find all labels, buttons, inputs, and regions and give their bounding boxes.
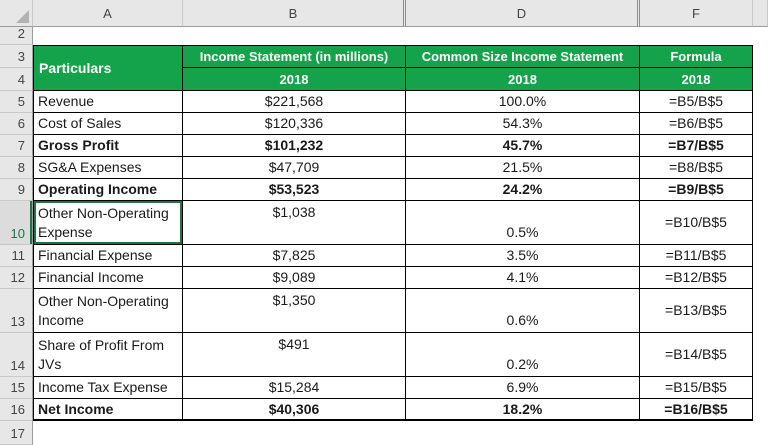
row-header-16[interactable]: 16 [0, 399, 33, 421]
cell-B13[interactable]: $1,350 [183, 289, 406, 333]
cell-D10[interactable]: 0.5% [406, 201, 640, 245]
column-header-next[interactable] [753, 0, 768, 27]
cell-particulars-header[interactable]: Particulars [33, 45, 183, 91]
cell-B5[interactable]: $221,568 [183, 91, 406, 113]
row-header-9[interactable]: 9 [0, 179, 33, 201]
cell-common-size-year[interactable]: 2018 [406, 68, 640, 91]
cell-B12[interactable]: $9,089 [183, 267, 406, 289]
cell-F12[interactable]: =B12/B$5 [640, 267, 753, 289]
cell-D14[interactable]: 0.2% [406, 333, 640, 377]
cell-income-statement-year[interactable]: 2018 [183, 68, 406, 91]
row-header-17[interactable]: 17 [0, 421, 33, 445]
cell-A13[interactable]: Other Non-Operating Income [33, 289, 183, 333]
row-header-6[interactable]: 6 [0, 113, 33, 135]
row-header-10[interactable]: 10 [0, 201, 33, 245]
cell-F8[interactable]: =B8/B$5 [640, 157, 753, 179]
row-header-8[interactable]: 8 [0, 157, 33, 179]
cell-D13[interactable]: 0.6% [406, 289, 640, 333]
cell-D12[interactable]: 4.1% [406, 267, 640, 289]
select-all-button[interactable] [0, 0, 33, 27]
cell-B7[interactable]: $101,232 [183, 135, 406, 157]
column-header-f[interactable]: F [640, 0, 753, 27]
cell-A5[interactable]: Revenue [33, 91, 183, 113]
cell-A6[interactable]: Cost of Sales [33, 113, 183, 135]
cell-D9[interactable]: 24.2% [406, 179, 640, 201]
cell-F14[interactable]: =B14/B$5 [640, 333, 753, 377]
cell-A11[interactable]: Financial Expense [33, 245, 183, 267]
cell-B9[interactable]: $53,523 [183, 179, 406, 201]
cell-B11[interactable]: $7,825 [183, 245, 406, 267]
cell-formula-year[interactable]: 2018 [640, 68, 753, 91]
cell-A14[interactable]: Share of Profit From JVs [33, 333, 183, 377]
cell-B15[interactable]: $15,284 [183, 377, 406, 399]
cell-F5[interactable]: =B5/B$5 [640, 91, 753, 113]
cell-F7[interactable]: =B7/B$5 [640, 135, 753, 157]
row-header-2[interactable]: 2 [0, 26, 33, 45]
column-header-b[interactable]: B [183, 0, 406, 27]
row-header-3[interactable]: 3 [0, 45, 33, 68]
cell-income-statement-title[interactable]: Income Statement (in millions) [183, 45, 406, 68]
cell-F6[interactable]: =B6/B$5 [640, 113, 753, 135]
cell-A16[interactable]: Net Income [33, 399, 183, 421]
cell-A7[interactable]: Gross Profit [33, 135, 183, 157]
row-header-11[interactable]: 11 [0, 245, 33, 267]
cell-A9[interactable]: Operating Income [33, 179, 183, 201]
cell-D6[interactable]: 54.3% [406, 113, 640, 135]
cell-B16[interactable]: $40,306 [183, 399, 406, 421]
row-header-5[interactable]: 5 [0, 91, 33, 113]
cell-A10[interactable]: Other Non-Operating Expense [33, 201, 183, 245]
column-header-d[interactable]: D [406, 0, 640, 27]
cell-B10[interactable]: $1,038 [183, 201, 406, 245]
cell-D8[interactable]: 21.5% [406, 157, 640, 179]
cell-A12[interactable]: Financial Income [33, 267, 183, 289]
cell-A8[interactable]: SG&A Expenses [33, 157, 183, 179]
cell-A15[interactable]: Income Tax Expense [33, 377, 183, 399]
cell-F13[interactable]: =B13/B$5 [640, 289, 753, 333]
row-header-4[interactable]: 4 [0, 68, 33, 91]
row-header-12[interactable]: 12 [0, 267, 33, 289]
cell-D15[interactable]: 6.9% [406, 377, 640, 399]
cell-F10[interactable]: =B10/B$5 [640, 201, 753, 245]
row-header-7[interactable]: 7 [0, 135, 33, 157]
cell-common-size-title[interactable]: Common Size Income Statement [406, 45, 640, 68]
cell-F11[interactable]: =B11/B$5 [640, 245, 753, 267]
row-header-14[interactable]: 14 [0, 333, 33, 377]
row-header-15[interactable]: 15 [0, 377, 33, 399]
row-header-13[interactable]: 13 [0, 289, 33, 333]
cell-F9[interactable]: =B9/B$5 [640, 179, 753, 201]
cell-D11[interactable]: 3.5% [406, 245, 640, 267]
cell-D16[interactable]: 18.2% [406, 399, 640, 421]
cell-F16[interactable]: =B16/B$5 [640, 399, 753, 421]
cell-D5[interactable]: 100.0% [406, 91, 640, 113]
cell-B6[interactable]: $120,336 [183, 113, 406, 135]
cell-B14[interactable]: $491 [183, 333, 406, 377]
select-all-triangle-icon [16, 10, 29, 23]
cell-D7[interactable]: 45.7% [406, 135, 640, 157]
cell-formula-title[interactable]: Formula [640, 45, 753, 68]
cell-B8[interactable]: $47,709 [183, 157, 406, 179]
cell-F15[interactable]: =B15/B$5 [640, 377, 753, 399]
column-header-a[interactable]: A [33, 0, 183, 27]
